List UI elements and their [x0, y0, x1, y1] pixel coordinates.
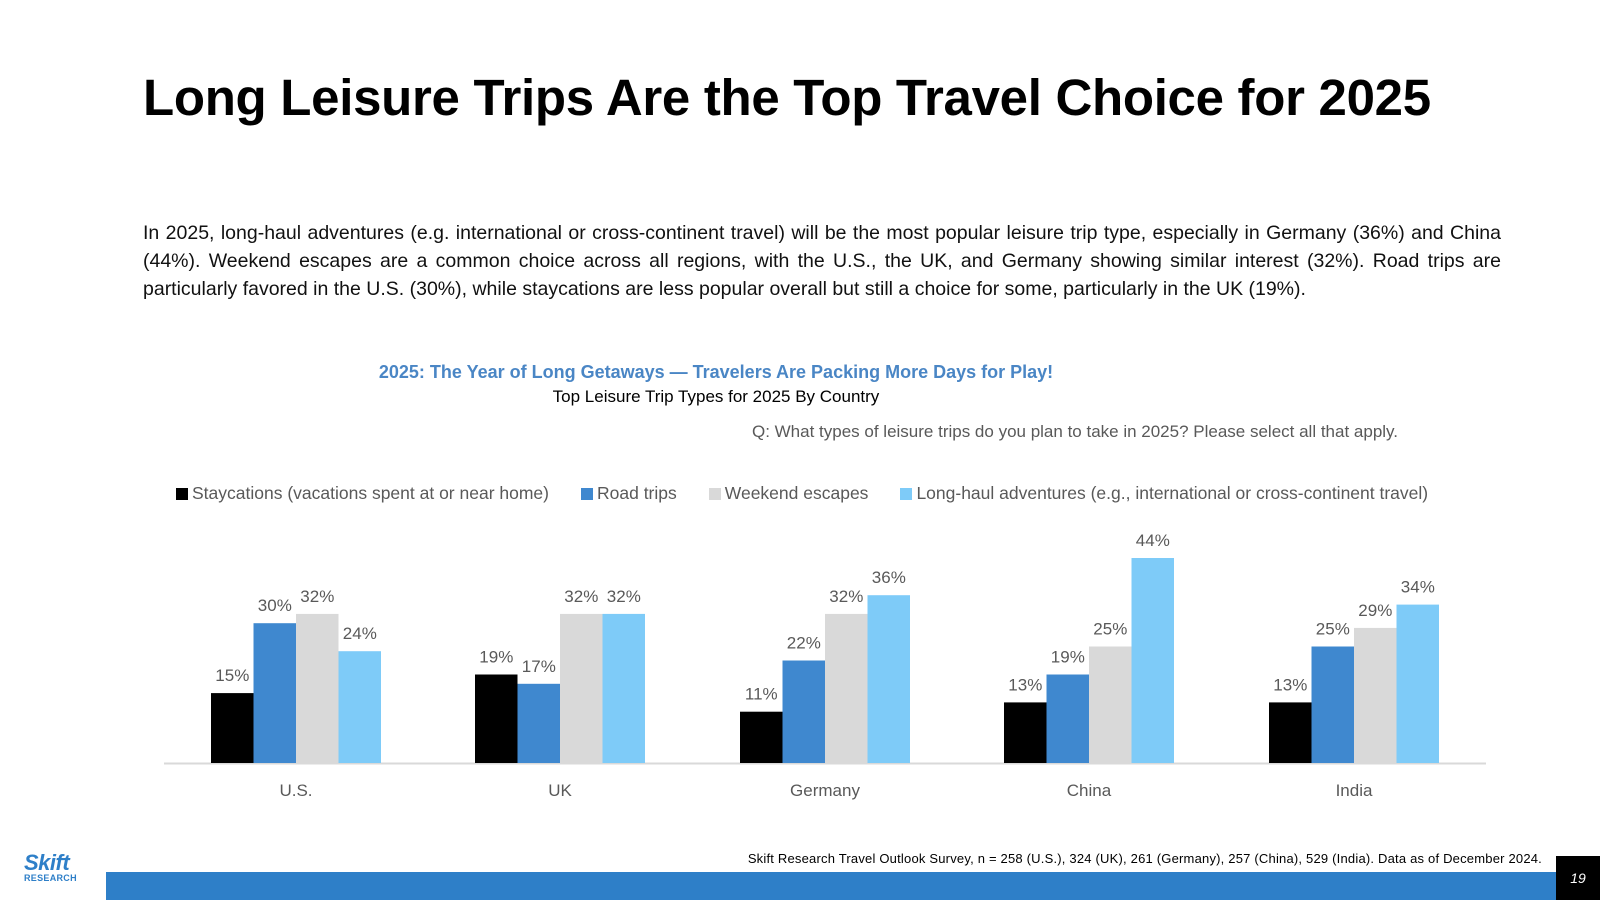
x-tick-label-india: India: [1336, 781, 1373, 800]
chart-subtitle: Top Leisure Trip Types for 2025 By Count…: [552, 387, 880, 406]
x-tick-label-germany: Germany: [790, 781, 860, 800]
data-label-uk-series-1: 19%: [479, 648, 513, 667]
legend-label-road-trips: Road trips: [597, 483, 677, 503]
data-label-uk-series-3: 32%: [564, 587, 598, 606]
slide-title: Long Leisure Trips Are the Top Travel Ch…: [143, 69, 1431, 126]
bar-india-series-3: [1354, 627, 1397, 763]
bar-uk-series-1: [475, 674, 518, 763]
bar-uk-series-4: [602, 613, 645, 763]
bar-germany-series-4: [867, 595, 910, 763]
source-note: Skift Research Travel Outlook Survey, n …: [747, 851, 1542, 866]
bar-u-s-series-3: [296, 613, 339, 763]
legend-label-weekend-escapes: Weekend escapes: [724, 483, 869, 503]
bar-germany-series-3: [825, 613, 868, 763]
legend-swatch-staycations: [176, 487, 188, 500]
bar-china-series-3: [1089, 646, 1132, 763]
chart-legend: Staycations (vacations spent at or near …: [176, 483, 1428, 504]
bar-india-series-4: [1396, 604, 1439, 763]
data-label-india-series-4: 34%: [1401, 578, 1435, 597]
bar-china-series-1: [1004, 702, 1047, 763]
x-tick-label-u-s: U.S.: [279, 781, 312, 800]
legend-label-staycations: Staycations (vacations spent at or near …: [192, 483, 549, 503]
data-label-china-series-1: 13%: [1008, 675, 1042, 694]
skift-research-logo: Skift RESEARCH: [24, 850, 84, 884]
data-label-u-s-series-1: 15%: [215, 666, 249, 685]
logo-subtitle: RESEARCH: [24, 873, 77, 883]
logo-wordmark: Skift: [24, 850, 70, 875]
x-tick-label-uk: UK: [548, 781, 572, 800]
data-label-china-series-2: 19%: [1051, 648, 1085, 667]
data-label-india-series-1: 13%: [1273, 675, 1307, 694]
data-label-china-series-3: 25%: [1093, 620, 1127, 639]
chart-question: Q: What types of leisure trips do you pl…: [751, 422, 1399, 441]
legend-swatch-road-trips: [581, 487, 593, 500]
bar-india-series-2: [1311, 646, 1354, 763]
data-label-germany-series-3: 32%: [829, 587, 863, 606]
bar-uk-series-2: [517, 683, 560, 763]
bar-china-series-2: [1046, 674, 1089, 763]
intro-paragraph: In 2025, long-haul adventures (e.g. inte…: [143, 222, 1501, 300]
legend-item-long-haul: Long-haul adventures (e.g., internationa…: [900, 483, 1428, 504]
data-label-germany-series-2: 22%: [787, 634, 821, 653]
legend-item-staycations: Staycations (vacations spent at or near …: [176, 483, 549, 504]
bar-india-series-1: [1269, 702, 1312, 763]
data-label-china-series-4: 44%: [1136, 531, 1170, 550]
data-label-uk-series-4: 32%: [607, 587, 641, 606]
bar-germany-series-2: [782, 660, 825, 763]
data-label-u-s-series-4: 24%: [343, 624, 377, 643]
bar-u-s-series-2: [253, 623, 296, 763]
bar-u-s-series-1: [211, 693, 254, 763]
x-tick-label-china: China: [1067, 781, 1112, 800]
legend-item-road-trips: Road trips: [581, 483, 677, 504]
bar-u-s-series-4: [338, 651, 381, 763]
data-label-uk-series-2: 17%: [522, 657, 556, 676]
bar-uk-series-3: [560, 613, 603, 763]
data-label-india-series-2: 25%: [1316, 620, 1350, 639]
bar-china-series-4: [1131, 558, 1174, 763]
data-label-germany-series-4: 36%: [872, 568, 906, 587]
bar-germany-series-1: [740, 711, 783, 763]
chart-title: 2025: The Year of Long Getaways — Travel…: [378, 362, 1054, 382]
data-label-germany-series-1: 11%: [745, 685, 778, 704]
data-label-u-s-series-2: 30%: [258, 596, 292, 615]
legend-item-weekend-escapes: Weekend escapes: [708, 483, 869, 504]
legend-swatch-weekend-escapes: [708, 487, 721, 500]
data-label-india-series-3: 29%: [1358, 601, 1392, 620]
page-number: 19: [1556, 856, 1600, 900]
legend-swatch-long-haul: [900, 487, 913, 500]
data-label-u-s-series-3: 32%: [300, 587, 334, 606]
footer-bar: [106, 872, 1556, 900]
legend-label-long-haul: Long-haul adventures (e.g., internationa…: [916, 483, 1429, 503]
